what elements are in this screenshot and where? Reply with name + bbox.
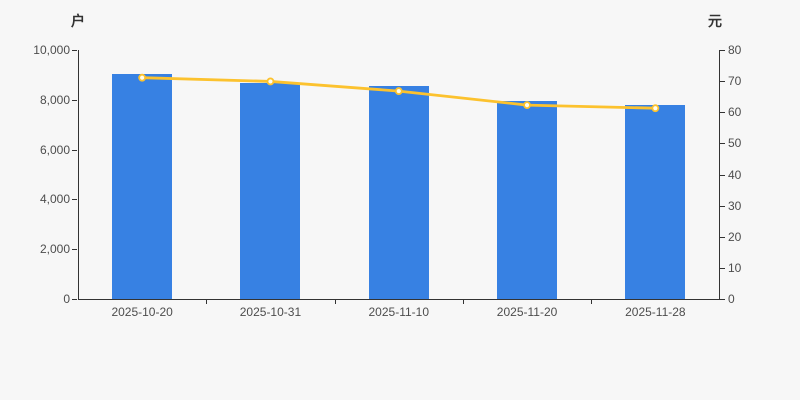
x-axis-tick: [462, 299, 464, 304]
right-axis-tick: [720, 267, 725, 269]
left-axis-tick-label: 8,000: [39, 92, 70, 107]
left-axis-tick-label: 2,000: [39, 242, 70, 257]
left-axis-unit-label: 户: [71, 13, 85, 29]
left-axis-tick-label: 6,000: [39, 142, 70, 157]
bar-2025-11-28: [625, 105, 686, 299]
left-y-axis-line: [77, 50, 79, 299]
right-axis-tick-label: 0: [728, 292, 735, 306]
right-axis-tick-label: 80: [728, 43, 742, 57]
bar-2025-11-10: [368, 86, 429, 299]
x-axis-category-label: 2025-11-20: [496, 305, 558, 319]
left-axis-tick-label: 4,000: [39, 192, 70, 207]
right-axis-unit-label: 元: [708, 13, 722, 29]
bar-2025-10-20: [112, 73, 173, 299]
x-axis-tick: [334, 299, 336, 304]
x-axis-tick: [591, 299, 593, 304]
right-axis-tick: [720, 81, 725, 83]
left-axis-tick-label: 0: [63, 292, 70, 306]
x-axis-category-label: 2025-11-28: [625, 305, 686, 319]
bar-2025-10-31: [240, 83, 301, 299]
left-axis-tick: [72, 199, 77, 201]
right-axis-tick-label: 40: [728, 167, 742, 182]
right-axis-tick-label: 10: [728, 260, 742, 275]
right-axis-tick: [720, 112, 725, 114]
right-axis-tick-label: 30: [728, 198, 742, 213]
left-axis-tick: [72, 299, 77, 300]
x-axis-category-label: 2025-10-20: [111, 305, 173, 319]
right-axis-tick: [720, 174, 725, 176]
right-axis-tick: [720, 143, 725, 145]
right-axis-tick-label: 60: [728, 105, 742, 120]
x-axis-tick: [206, 299, 208, 304]
left-axis-tick: [72, 249, 77, 251]
right-axis-tick: [720, 236, 725, 238]
right-axis-tick: [720, 50, 725, 51]
left-axis-tick-label: 10,000: [33, 43, 70, 57]
left-axis-tick: [72, 149, 77, 151]
right-axis-tick: [720, 205, 725, 207]
x-axis-category-label: 2025-10-31: [239, 305, 302, 319]
right-axis-tick-label: 50: [728, 136, 742, 151]
right-axis-tick-label: 70: [728, 74, 742, 89]
x-axis-category-label: 2025-11-10: [368, 305, 430, 319]
left-axis-tick: [72, 99, 77, 101]
right-axis-tick: [720, 299, 725, 300]
bar-2025-11-20: [497, 101, 558, 299]
x-axis-line: [77, 299, 721, 300]
right-y-axis-line: [719, 50, 720, 299]
right-axis-tick-label: 20: [728, 229, 742, 244]
left-axis-tick: [72, 50, 77, 51]
